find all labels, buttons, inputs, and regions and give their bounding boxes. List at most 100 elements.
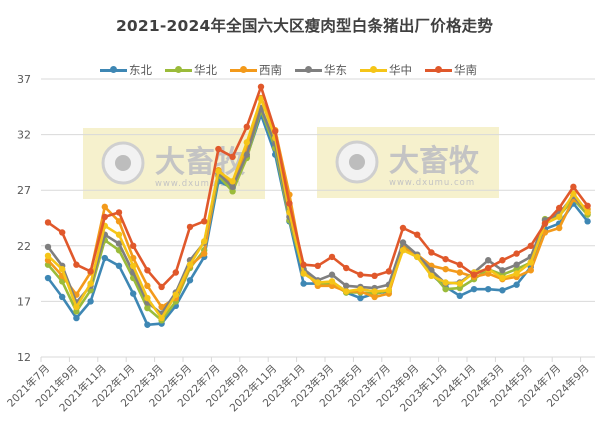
data-point bbox=[357, 271, 364, 278]
legend-item[interactable]: 华北 bbox=[165, 62, 217, 78]
data-point bbox=[101, 203, 109, 211]
y-tick-label: 17 bbox=[17, 295, 31, 308]
data-point bbox=[229, 153, 236, 161]
series-lines bbox=[44, 83, 591, 328]
data-point bbox=[44, 219, 52, 226]
legend-label: 西南 bbox=[259, 63, 282, 77]
y-axis: 12 17 22 27 32 37 bbox=[17, 73, 31, 364]
data-point bbox=[371, 293, 378, 301]
data-point bbox=[229, 183, 236, 191]
data-point bbox=[513, 270, 520, 277]
data-point bbox=[115, 218, 123, 225]
data-point bbox=[144, 267, 151, 274]
data-point bbox=[73, 261, 80, 268]
data-point bbox=[584, 209, 591, 216]
data-point bbox=[456, 284, 463, 292]
data-point bbox=[570, 190, 577, 197]
data-point bbox=[513, 261, 520, 268]
y-tick-label: 22 bbox=[17, 240, 31, 253]
data-point bbox=[556, 224, 563, 232]
data-point bbox=[570, 183, 577, 191]
data-point bbox=[584, 218, 591, 225]
data-point bbox=[272, 128, 279, 135]
y-tick-label: 27 bbox=[17, 184, 31, 197]
chart-title: 2021-2024年全国六大区瘦肉型白条猪出厂价格走势 bbox=[115, 17, 494, 35]
data-point bbox=[527, 267, 534, 274]
data-point bbox=[229, 178, 236, 185]
legend-label: 华北 bbox=[194, 63, 217, 77]
y-tick-label: 32 bbox=[17, 129, 31, 142]
data-point bbox=[73, 303, 80, 311]
data-point bbox=[456, 261, 463, 268]
data-point bbox=[428, 272, 435, 280]
data-point bbox=[300, 270, 307, 277]
data-point bbox=[399, 224, 407, 232]
data-point bbox=[186, 261, 194, 268]
legend-item[interactable]: 华南 bbox=[425, 62, 477, 78]
data-point bbox=[201, 238, 208, 245]
data-point bbox=[541, 220, 549, 227]
data-point bbox=[286, 200, 293, 207]
data-point bbox=[314, 262, 321, 270]
data-point bbox=[343, 264, 350, 272]
legend-label: 华东 bbox=[324, 63, 347, 77]
data-point bbox=[470, 271, 478, 278]
data-point bbox=[442, 279, 449, 286]
legend-item[interactable]: 东北 bbox=[100, 62, 152, 78]
data-point bbox=[470, 285, 478, 293]
data-point bbox=[328, 278, 336, 285]
data-point bbox=[229, 188, 236, 195]
data-point bbox=[243, 151, 250, 158]
data-point bbox=[556, 213, 563, 221]
gridlines bbox=[41, 78, 595, 358]
data-point bbox=[130, 262, 137, 270]
watermark-url: www.dxumu.com bbox=[155, 179, 241, 189]
data-point bbox=[442, 255, 449, 263]
data-point bbox=[144, 294, 151, 302]
data-point bbox=[499, 274, 506, 282]
data-point bbox=[485, 257, 492, 264]
data-point bbox=[556, 204, 563, 212]
legend-item[interactable]: 华中 bbox=[360, 62, 412, 78]
data-point bbox=[314, 279, 321, 286]
watermark-brand: 大畜牧 bbox=[389, 144, 480, 179]
legend-item[interactable]: 西南 bbox=[230, 62, 282, 78]
data-point bbox=[44, 274, 52, 282]
data-point bbox=[513, 250, 520, 257]
legend-label: 东北 bbox=[129, 63, 152, 77]
data-point bbox=[87, 298, 94, 305]
data-point bbox=[485, 264, 492, 272]
data-point bbox=[59, 265, 66, 273]
data-point bbox=[527, 259, 534, 266]
data-point bbox=[144, 321, 151, 328]
data-point bbox=[158, 314, 165, 322]
data-point bbox=[343, 282, 350, 290]
data-point bbox=[584, 202, 591, 209]
y-tick-label: 37 bbox=[17, 73, 31, 86]
data-point bbox=[44, 252, 52, 260]
data-point bbox=[257, 95, 265, 103]
data-point bbox=[130, 290, 137, 297]
data-point bbox=[144, 304, 151, 312]
data-point bbox=[59, 229, 66, 236]
data-point bbox=[414, 231, 421, 238]
legend-item[interactable]: 华东 bbox=[295, 62, 347, 78]
legend-line-marker-icon bbox=[425, 66, 452, 73]
data-point bbox=[442, 285, 449, 293]
data-point bbox=[186, 277, 194, 284]
data-point bbox=[215, 168, 222, 175]
series-华南 bbox=[44, 83, 591, 291]
data-point bbox=[215, 145, 222, 153]
data-point bbox=[172, 291, 179, 298]
data-point bbox=[428, 249, 435, 256]
data-point bbox=[172, 269, 179, 276]
data-point bbox=[371, 288, 378, 295]
data-point bbox=[101, 213, 109, 221]
data-point bbox=[115, 262, 123, 270]
legend-line-marker-icon bbox=[295, 66, 322, 73]
data-point bbox=[300, 280, 307, 287]
legend-line-marker-icon bbox=[360, 66, 387, 73]
data-point bbox=[399, 247, 407, 254]
